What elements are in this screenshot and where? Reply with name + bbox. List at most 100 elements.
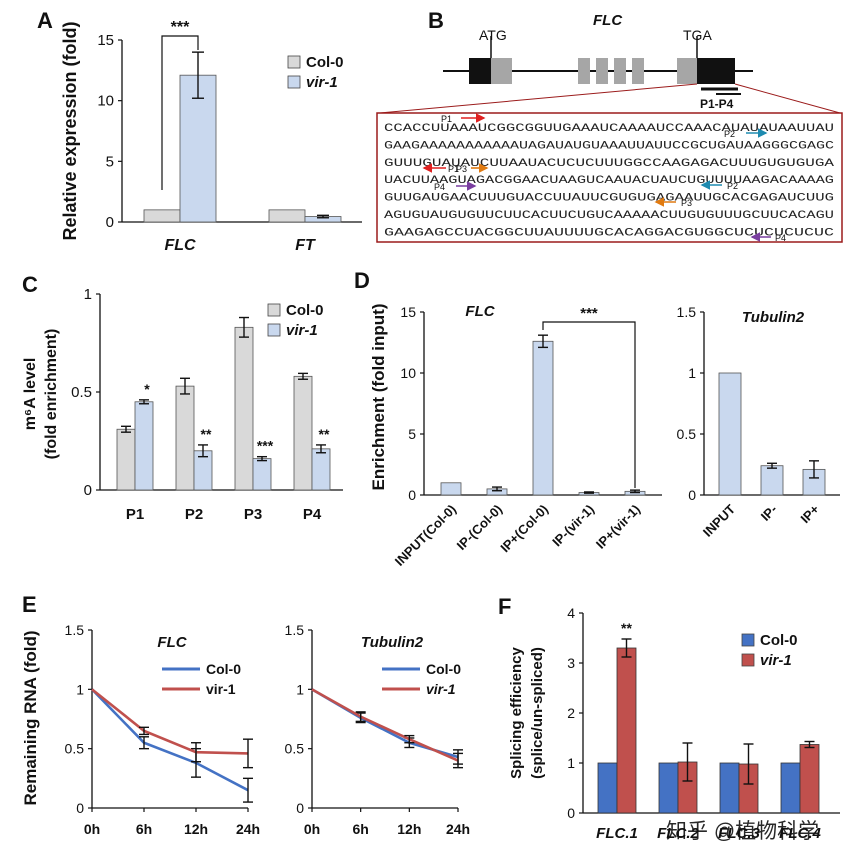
panel-letter-e: E	[22, 592, 37, 617]
zoom-line-left	[379, 83, 698, 114]
bar	[780, 762, 801, 814]
chart-title: FLC	[465, 303, 495, 320]
chart-e-flc-decay: 0 0.5 1 1.5 0h 6h 12h 24h FLC Col-0 vir-1 Remaining…	[21, 622, 260, 837]
chart-e1-ytick-label-3: 1.5	[65, 622, 85, 638]
y-axis-title-sub: (splice/un-spliced)	[529, 647, 546, 779]
panel-letter-b: B	[428, 8, 444, 33]
y-axis-title: Splicing efficiency	[508, 646, 525, 778]
bar	[252, 458, 272, 491]
chart-d-tubulin-enrichment: 0 0.5 1 1.5 INPUT IP- IP+ Tubulin2	[677, 304, 840, 540]
zoom-line-right	[734, 83, 841, 114]
chart-e2-ytick-label-1: 0.5	[285, 741, 305, 757]
sequence-line: CCACCUUAAAUCGGCGGUUGAAAUCAAAAUCCAAACAUAU…	[384, 123, 834, 135]
exon-3utr	[697, 58, 735, 84]
chart-a-legend-swatch-1	[287, 75, 301, 89]
bar	[143, 209, 181, 223]
chart-f-legend-swatch-0	[741, 633, 755, 647]
chart-e2-legend-label-1: vir-1	[426, 681, 456, 697]
chart-f-splicing: 0 1 2 3 4 FLC.1 FLC.2 FLC.3 FLC.4 ** Splicing effi…	[508, 605, 840, 842]
chart-a-legend-swatch-0	[287, 55, 301, 69]
series-line-vir-1	[311, 688, 459, 762]
x-tick-label: IP+(Col-0)	[497, 502, 551, 556]
sequence-line: GUUUGUAUAUCUUAAUACUCUCUUUGGCCAAGAGACUUUG…	[384, 158, 835, 170]
bar	[760, 465, 784, 496]
chart-a-ytick-label-2: 10	[97, 93, 114, 110]
y-axis-title-sub: (fold enrichment)	[43, 329, 60, 460]
chart-f-legend-label-0: Col-0	[760, 632, 798, 649]
x-tick-label: P4	[303, 506, 322, 523]
chart-c-ytick-label-1: 0.5	[71, 384, 92, 401]
y-axis-title: Enrichment (fold input)	[369, 304, 388, 491]
x-tick-label: FT	[295, 237, 316, 254]
chart-c-legend-swatch-1	[267, 323, 281, 337]
chart-d2-ytick-label-0: 0	[688, 487, 696, 503]
chart-a-legend-label-0: Col-0	[306, 54, 344, 71]
chart-d1-ytick-label-3: 15	[400, 304, 416, 320]
atg-label: ATG	[479, 27, 507, 43]
bar	[440, 482, 462, 496]
probe-label-p3-rev: P3	[681, 198, 692, 208]
chart-d2-ytick-label-1: 0.5	[677, 426, 697, 442]
x-tick-label: FLC.2	[657, 825, 699, 842]
chart-f-ytick-label-4: 4	[567, 605, 575, 621]
chart-e1-ytick-label-1: 0.5	[65, 741, 85, 757]
series-line-Col-0	[311, 688, 459, 759]
x-tick-label: IP-(vir-1)	[549, 502, 597, 550]
probe-label-p4-fwd: P4	[434, 182, 445, 192]
significance-marker: ***	[580, 305, 598, 322]
chart-title: FLC	[157, 634, 187, 651]
sequence-line: GAAGAGCCUACGGCUUAUUUUGCACAGGACGUGGCUCUCU…	[384, 227, 834, 239]
bar	[234, 326, 254, 491]
probe-label-p1-rev: P1	[448, 164, 459, 174]
y-axis-title: Remaining RNA (fold)	[21, 630, 40, 805]
x-tick-label: 12h	[184, 821, 208, 837]
significance-marker: **	[201, 426, 212, 442]
x-tick-label: 24h	[236, 821, 260, 837]
exon-4	[614, 58, 626, 84]
exon-1	[491, 58, 512, 84]
x-tick-label: INPUT(Col-0)	[392, 502, 459, 569]
bar	[532, 340, 554, 496]
chart-d2-ytick-label-2: 1	[688, 365, 696, 381]
chart-d2-ytick-label-3: 1.5	[677, 304, 697, 320]
significance-marker: **	[319, 426, 330, 442]
chart-c-legend-label-1: vir-1	[286, 322, 318, 339]
chart-e1-ytick-label-0: 0	[76, 800, 84, 816]
chart-d-flc-enrichment: 051015INPUT(Col-0)IP-(Col-0)IP+(Col-0)IP…	[369, 303, 662, 569]
bar	[597, 762, 618, 814]
x-tick-label: IP+	[797, 501, 822, 526]
chart-a-ytick-label-0: 0	[106, 214, 114, 231]
chart-e1-legend-label-0: Col-0	[206, 661, 241, 677]
panel-letter-d: D	[354, 268, 370, 293]
chart-title: Tubulin2	[361, 634, 424, 651]
x-tick-label: FLC	[164, 237, 196, 254]
bar	[268, 209, 306, 223]
chart-a-ytick-label-1: 5	[106, 153, 114, 170]
y-axis-title: m⁶A level	[22, 358, 39, 431]
chart-c-ytick-label-2: 1	[84, 286, 92, 303]
bar	[175, 385, 195, 491]
chart-c-ytick-label-0: 0	[84, 482, 92, 499]
probe-label-p2-fwd: P2	[724, 129, 735, 139]
sequence-line: GUUGAUGAACUUUGUACCUUAUUCGUGUGAGAAUUGCACG…	[384, 193, 834, 205]
x-tick-label: IP-	[758, 502, 780, 524]
chart-c-legend-swatch-0	[267, 303, 281, 317]
probe-label-p2-rev: P2	[727, 181, 738, 191]
panel-letter-c: C	[22, 272, 38, 297]
chart-f-legend-swatch-1	[741, 653, 755, 667]
chart-f-ytick-label-2: 2	[567, 705, 575, 721]
bar	[311, 448, 331, 491]
x-tick-label: 12h	[397, 821, 421, 837]
chart-a-legend-label-1: vir-1	[306, 74, 338, 91]
x-tick-label: P3	[244, 506, 262, 523]
y-axis-title: Relative expression (fold)	[60, 21, 80, 240]
x-tick-label: INPUT	[700, 501, 738, 539]
x-tick-label: P1	[126, 506, 144, 523]
chart-c-legend-label-0: Col-0	[286, 302, 324, 319]
x-tick-label: P2	[185, 506, 203, 523]
probe-label-p4-rev: P4	[775, 233, 786, 243]
significance-marker: *	[144, 381, 150, 397]
x-tick-label: 0h	[304, 821, 320, 837]
